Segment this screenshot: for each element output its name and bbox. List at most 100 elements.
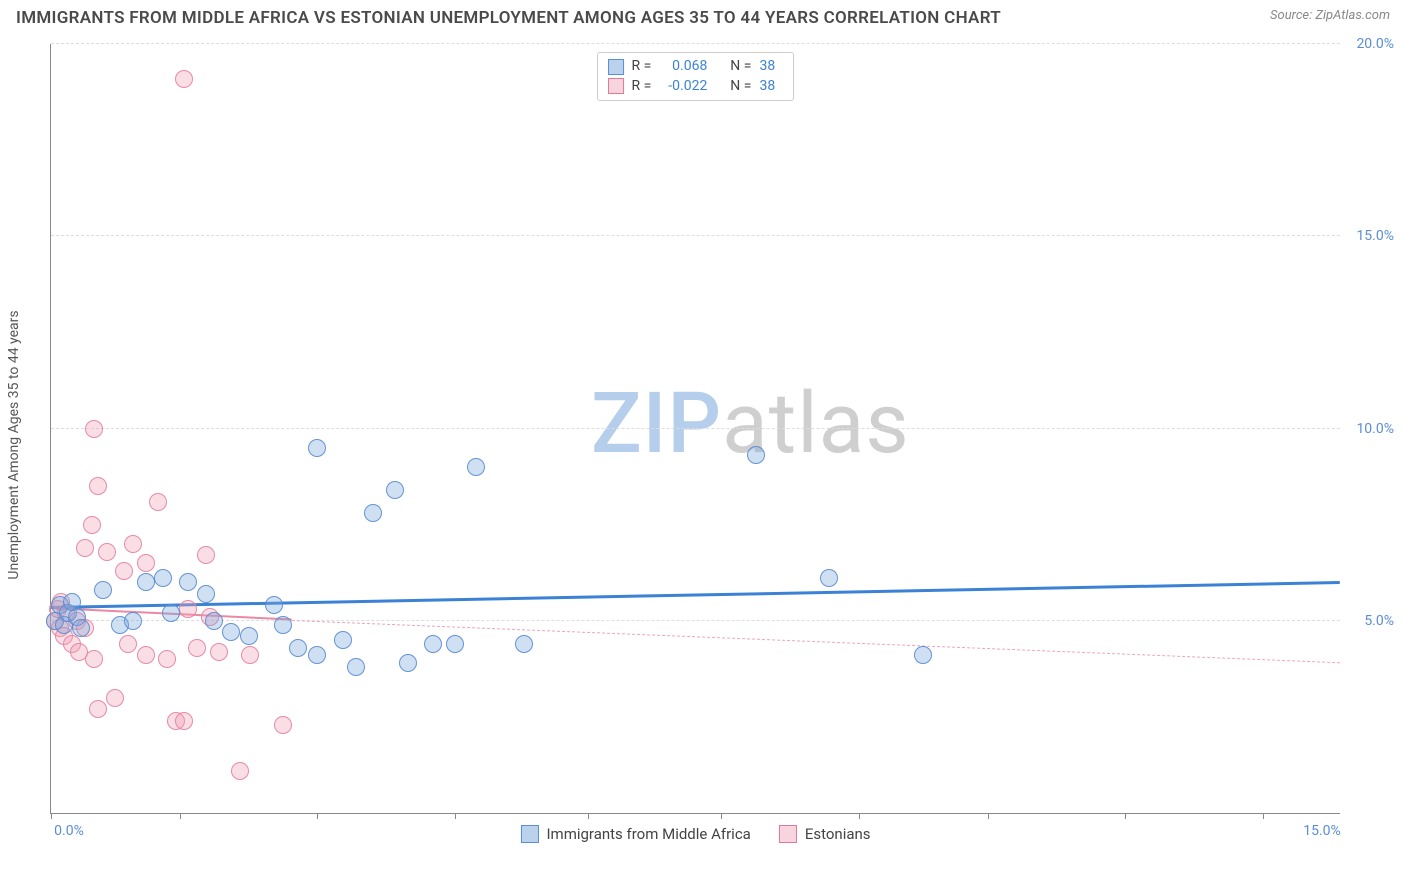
data-point-pink (119, 635, 137, 653)
data-point-blue (124, 612, 142, 630)
source-value: ZipAtlas.com (1315, 8, 1390, 23)
x-tick (1263, 813, 1264, 819)
n-label: N = (730, 77, 751, 97)
x-tick (455, 813, 456, 819)
data-point-pink (197, 546, 215, 564)
n-value-blue: 38 (759, 57, 783, 77)
data-point-pink (175, 70, 193, 88)
x-tick-label: 0.0% (54, 823, 84, 839)
r-value-blue: 0.068 (659, 57, 707, 77)
data-point-pink (179, 600, 197, 618)
r-value-pink: -0.022 (659, 77, 707, 97)
x-tick (180, 813, 181, 819)
x-tick (317, 813, 318, 819)
data-point-pink (188, 639, 206, 657)
series-legend: Immigrants from Middle Africa Estonians (520, 825, 870, 843)
data-point-pink (274, 716, 292, 734)
data-point-blue (240, 627, 258, 645)
data-point-blue (94, 581, 112, 599)
data-point-blue (446, 635, 464, 653)
y-tick-label: 20.0% (1356, 36, 1394, 52)
x-tick (721, 813, 722, 819)
data-point-blue (399, 654, 417, 672)
data-point-blue (162, 604, 180, 622)
data-point-blue (137, 573, 155, 591)
data-point-blue (205, 612, 223, 630)
source-attribution: Source: ZipAtlas.com (1270, 8, 1390, 23)
swatch-pink-icon (608, 78, 624, 94)
data-point-blue (386, 481, 404, 499)
data-point-pink (106, 689, 124, 707)
data-point-blue (222, 623, 240, 641)
watermark-bold: ZIP (591, 374, 722, 473)
data-point-pink (98, 543, 116, 561)
data-point-blue (72, 619, 90, 637)
data-point-pink (231, 762, 249, 780)
y-tick-label: 10.0% (1356, 421, 1394, 437)
data-point-pink (158, 650, 176, 668)
data-point-blue (424, 635, 442, 653)
data-point-pink (149, 493, 167, 511)
chart-title: IMMIGRANTS FROM MIDDLE AFRICA VS ESTONIA… (16, 8, 1001, 28)
data-point-pink (115, 562, 133, 580)
x-tick (859, 813, 860, 819)
data-point-blue (179, 573, 197, 591)
swatch-blue-icon (520, 825, 538, 843)
trend-line (51, 581, 1340, 609)
legend-label-pink: Estonians (805, 825, 871, 843)
data-point-blue (334, 631, 352, 649)
data-point-blue (347, 658, 365, 676)
legend-row-pink: R = -0.022 N = 38 (608, 77, 784, 97)
data-point-blue (289, 639, 307, 657)
data-point-blue (820, 569, 838, 587)
data-point-pink (89, 700, 107, 718)
source-label: Source: (1270, 8, 1312, 23)
data-point-pink (210, 643, 228, 661)
r-label: R = (632, 57, 652, 77)
data-point-blue (265, 596, 283, 614)
data-point-pink (85, 650, 103, 668)
y-axis-label: Unemployment Among Ages 35 to 44 years (6, 310, 22, 579)
plot-container: Unemployment Among Ages 35 to 44 years Z… (42, 44, 1392, 846)
data-point-blue (914, 646, 932, 664)
data-point-pink (76, 539, 94, 557)
data-point-blue (308, 439, 326, 457)
gridline-h (51, 620, 1340, 621)
x-tick-label: 15.0% (1303, 823, 1341, 839)
header-bar: IMMIGRANTS FROM MIDDLE AFRICA VS ESTONIA… (0, 0, 1406, 32)
gridline-h (51, 235, 1340, 236)
legend-item-pink: Estonians (779, 825, 871, 843)
data-point-pink (137, 554, 155, 572)
r-label: R = (632, 77, 652, 97)
data-point-pink (83, 516, 101, 534)
data-point-pink (137, 646, 155, 664)
data-point-blue (467, 458, 485, 476)
legend-row-blue: R = 0.068 N = 38 (608, 57, 784, 77)
x-tick (51, 813, 52, 819)
correlation-legend: R = 0.068 N = 38 R = -0.022 N = 38 (597, 52, 795, 101)
y-tick-label: 15.0% (1356, 228, 1394, 244)
y-tick-label: 5.0% (1364, 613, 1394, 629)
data-point-pink (124, 535, 142, 553)
x-tick (1125, 813, 1126, 819)
swatch-pink-icon (779, 825, 797, 843)
plot-area: ZIPatlas R = 0.068 N = 38 R = -0.022 N =… (50, 44, 1340, 814)
data-point-pink (241, 646, 259, 664)
data-point-blue (747, 446, 765, 464)
data-point-pink (175, 712, 193, 730)
n-label: N = (730, 57, 751, 77)
n-value-pink: 38 (759, 77, 783, 97)
data-point-blue (515, 635, 533, 653)
gridline-h (51, 43, 1340, 44)
legend-label-blue: Immigrants from Middle Africa (546, 825, 750, 843)
data-point-blue (308, 646, 326, 664)
data-point-blue (154, 569, 172, 587)
gridline-h (51, 428, 1340, 429)
data-point-pink (89, 477, 107, 495)
swatch-blue-icon (608, 59, 624, 75)
x-tick (588, 813, 589, 819)
x-tick (988, 813, 989, 819)
data-point-blue (197, 585, 215, 603)
data-point-blue (364, 504, 382, 522)
legend-item-blue: Immigrants from Middle Africa (520, 825, 750, 843)
